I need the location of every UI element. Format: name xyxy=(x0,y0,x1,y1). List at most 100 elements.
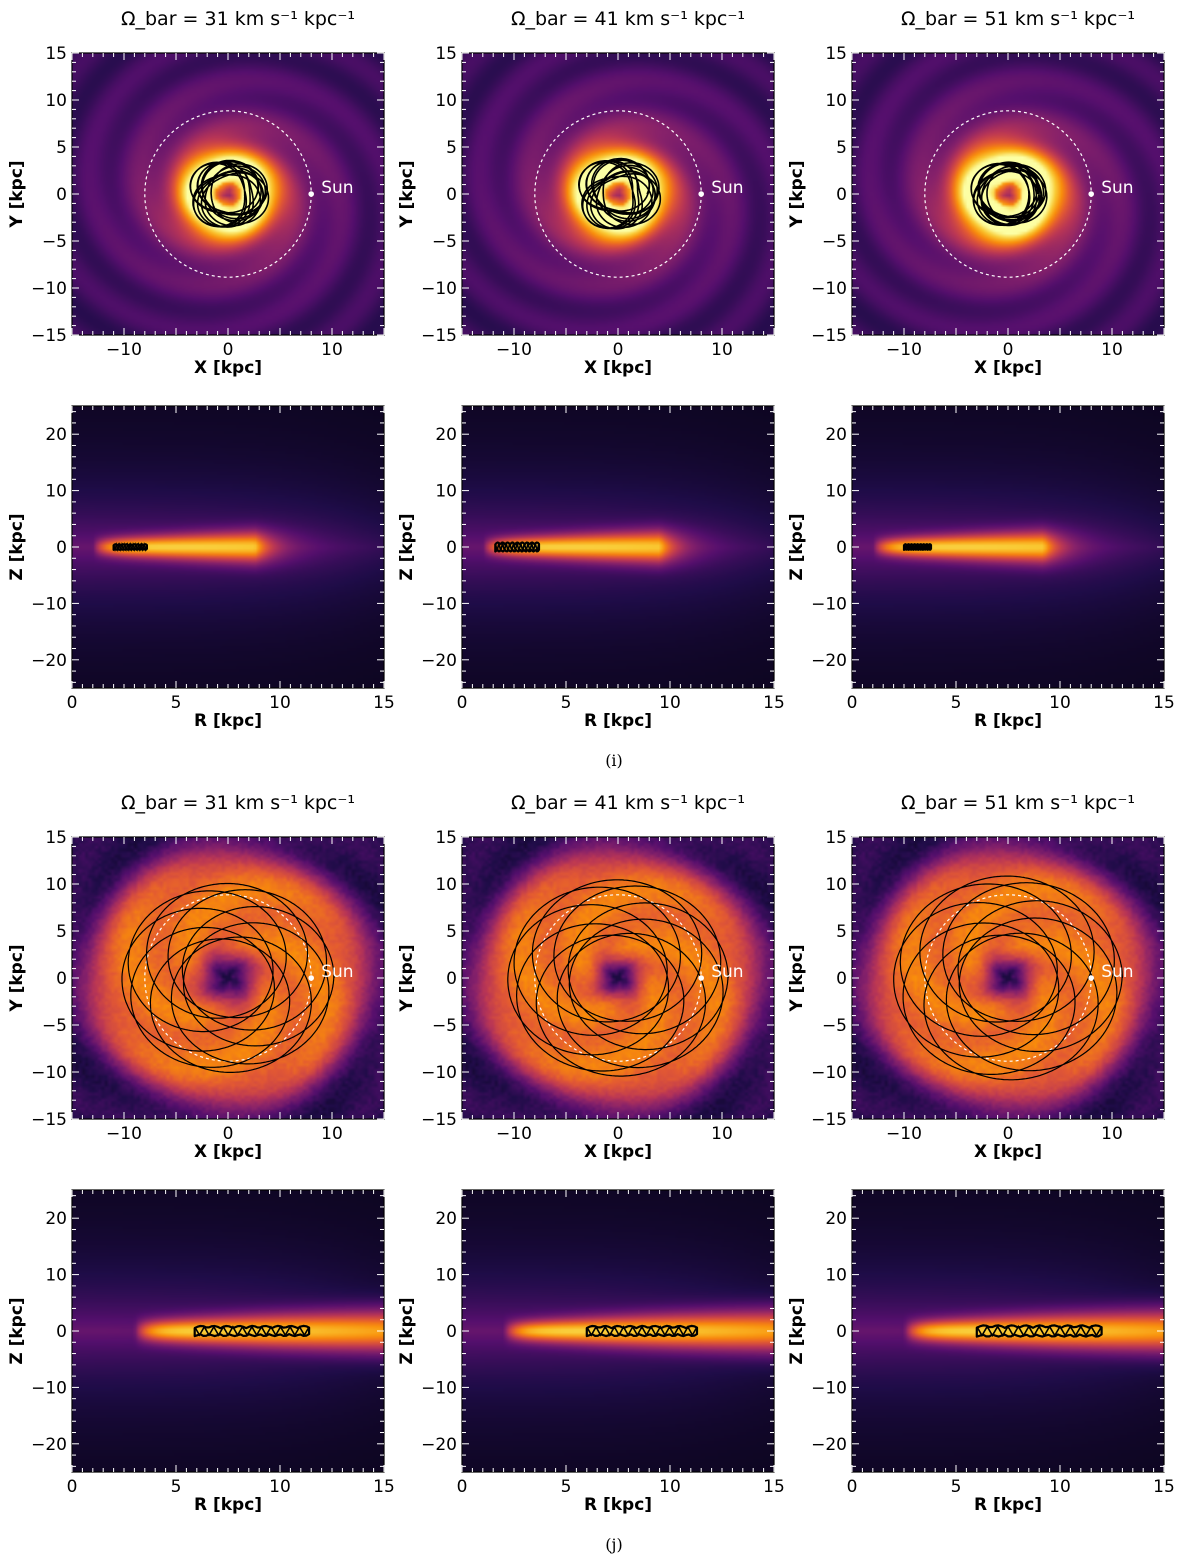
y-axis-label: Y [kpc] xyxy=(397,944,417,1012)
y-axis-label: Z [kpc] xyxy=(7,1297,27,1364)
density-heatmap xyxy=(852,53,1164,335)
x-tick-label: 15 xyxy=(373,1477,395,1497)
y-tick-label: −20 xyxy=(421,1435,457,1455)
x-tick-label: 10 xyxy=(321,340,343,360)
y-tick-label: 0 xyxy=(446,185,457,205)
x-axis-label: R [kpc] xyxy=(584,1495,652,1515)
figure-label-j: (j) xyxy=(605,1535,622,1554)
y-tick-label: −20 xyxy=(421,651,457,671)
y-tick-label: −15 xyxy=(811,1110,847,1130)
plot-content xyxy=(975,1324,1103,1338)
y-tick-label: −20 xyxy=(31,651,67,671)
y-tick-label: −10 xyxy=(31,1063,67,1083)
y-axis-label: Z [kpc] xyxy=(7,513,27,580)
y-tick-label: 15 xyxy=(435,828,457,848)
x-axis-label: X [kpc] xyxy=(194,358,262,378)
y-tick-label: −10 xyxy=(421,279,457,299)
x-tick-label: 0 xyxy=(457,1477,468,1497)
y-tick-label: 0 xyxy=(446,538,457,558)
x-tick-label: 10 xyxy=(659,1477,681,1497)
orbit-path xyxy=(970,161,1048,227)
y-tick-label: −10 xyxy=(811,1063,847,1083)
y-tick-label: 0 xyxy=(56,1322,67,1342)
y-tick-label: 10 xyxy=(435,875,457,895)
y-tick-label: −5 xyxy=(432,232,457,252)
plot-content xyxy=(585,1324,699,1338)
x-tick-label: 0 xyxy=(613,340,624,360)
y-tick-label: 5 xyxy=(836,922,847,942)
y-tick-label: −10 xyxy=(31,1378,67,1398)
figure-label-i: (i) xyxy=(605,751,623,770)
y-tick-label: 15 xyxy=(45,44,67,64)
y-axis-label: Y [kpc] xyxy=(787,160,807,228)
orbit-path xyxy=(893,875,1123,1081)
y-tick-label: −20 xyxy=(811,651,847,671)
density-heatmap xyxy=(852,1190,1164,1472)
y-tick-label: −10 xyxy=(421,1378,457,1398)
panel-2: Sun Ω_bar = 41 km s⁻¹ kpc⁻¹ −10 0 10 −15 −10 −5… xyxy=(397,8,775,378)
y-axis-label: Y [kpc] xyxy=(7,944,27,1012)
panel-11: 0 5 10 15 −20 −10 0 10 20 R [kpc] Z [kpc] xyxy=(397,1189,785,1515)
x-tick-label: 5 xyxy=(561,1477,572,1497)
y-tick-label: −20 xyxy=(31,1435,67,1455)
x-tick-label: 10 xyxy=(659,693,681,713)
panel-title: Ω_bar = 41 km s⁻¹ kpc⁻¹ xyxy=(511,8,745,30)
y-tick-label: −5 xyxy=(42,232,67,252)
x-tick-label: −10 xyxy=(496,340,532,360)
orbit-path xyxy=(577,157,662,230)
panels: Sun Ω_bar = 31 km s⁻¹ kpc⁻¹ −10 0 10 −15 −10 −5… xyxy=(7,8,1175,1515)
y-tick-label: 10 xyxy=(825,1266,847,1286)
density-heatmap xyxy=(852,406,1164,688)
y-tick-label: 0 xyxy=(56,538,67,558)
x-tick-label: −10 xyxy=(496,1124,532,1144)
y-tick-label: 10 xyxy=(435,482,457,502)
panel-7: Sun Ω_bar = 31 km s⁻¹ kpc⁻¹ −10 0 10 −15 −10 −5… xyxy=(7,792,385,1162)
y-tick-label: −20 xyxy=(811,1435,847,1455)
y-tick-label: 0 xyxy=(836,185,847,205)
y-axis-label: Y [kpc] xyxy=(7,160,27,228)
x-tick-label: 0 xyxy=(1003,340,1014,360)
x-axis-label: R [kpc] xyxy=(194,711,262,731)
sun-label: Sun xyxy=(711,962,743,982)
y-tick-label: 10 xyxy=(45,91,67,111)
x-tick-label: 5 xyxy=(951,1477,962,1497)
y-tick-label: −15 xyxy=(811,326,847,346)
sun-marker xyxy=(1088,191,1094,197)
panel-1: Sun Ω_bar = 31 km s⁻¹ kpc⁻¹ −10 0 10 −15 −10 −5… xyxy=(7,8,385,378)
x-tick-label: 10 xyxy=(1101,340,1123,360)
y-tick-label: 10 xyxy=(825,482,847,502)
x-tick-label: 10 xyxy=(269,693,291,713)
y-tick-label: −15 xyxy=(31,1110,67,1130)
x-tick-label: 10 xyxy=(711,340,733,360)
x-tick-label: 0 xyxy=(67,1477,78,1497)
y-tick-label: 0 xyxy=(836,1322,847,1342)
y-axis-label: Y [kpc] xyxy=(787,944,807,1012)
density-heatmap xyxy=(462,1190,774,1472)
y-tick-label: 5 xyxy=(56,922,67,942)
x-tick-label: 0 xyxy=(613,1124,624,1144)
tick-marks xyxy=(71,406,385,688)
x-tick-label: 10 xyxy=(1101,1124,1123,1144)
x-tick-label: 10 xyxy=(321,1124,343,1144)
y-tick-label: 10 xyxy=(435,1266,457,1286)
y-tick-label: −10 xyxy=(421,1063,457,1083)
sun-label: Sun xyxy=(1101,962,1133,982)
y-tick-label: 10 xyxy=(825,875,847,895)
y-tick-label: 10 xyxy=(45,875,67,895)
y-axis-label: Y [kpc] xyxy=(397,160,417,228)
y-tick-label: 0 xyxy=(836,969,847,989)
y-tick-label: 20 xyxy=(825,425,847,445)
y-tick-label: 0 xyxy=(446,969,457,989)
plot-content xyxy=(494,541,541,553)
tick-marks xyxy=(71,52,385,336)
y-tick-label: 10 xyxy=(435,91,457,111)
y-tick-label: −10 xyxy=(811,1378,847,1398)
panel-5: 0 5 10 15 −20 −10 0 10 20 R [kpc] Z [kpc] xyxy=(397,405,785,731)
y-tick-label: −5 xyxy=(432,1016,457,1036)
x-axis-label: R [kpc] xyxy=(194,1495,262,1515)
plot-content xyxy=(193,1324,311,1338)
panel-12: 0 5 10 15 −20 −10 0 10 20 R [kpc] Z [kpc] xyxy=(787,1189,1175,1515)
y-tick-label: 10 xyxy=(45,482,67,502)
y-tick-label: 20 xyxy=(45,425,67,445)
